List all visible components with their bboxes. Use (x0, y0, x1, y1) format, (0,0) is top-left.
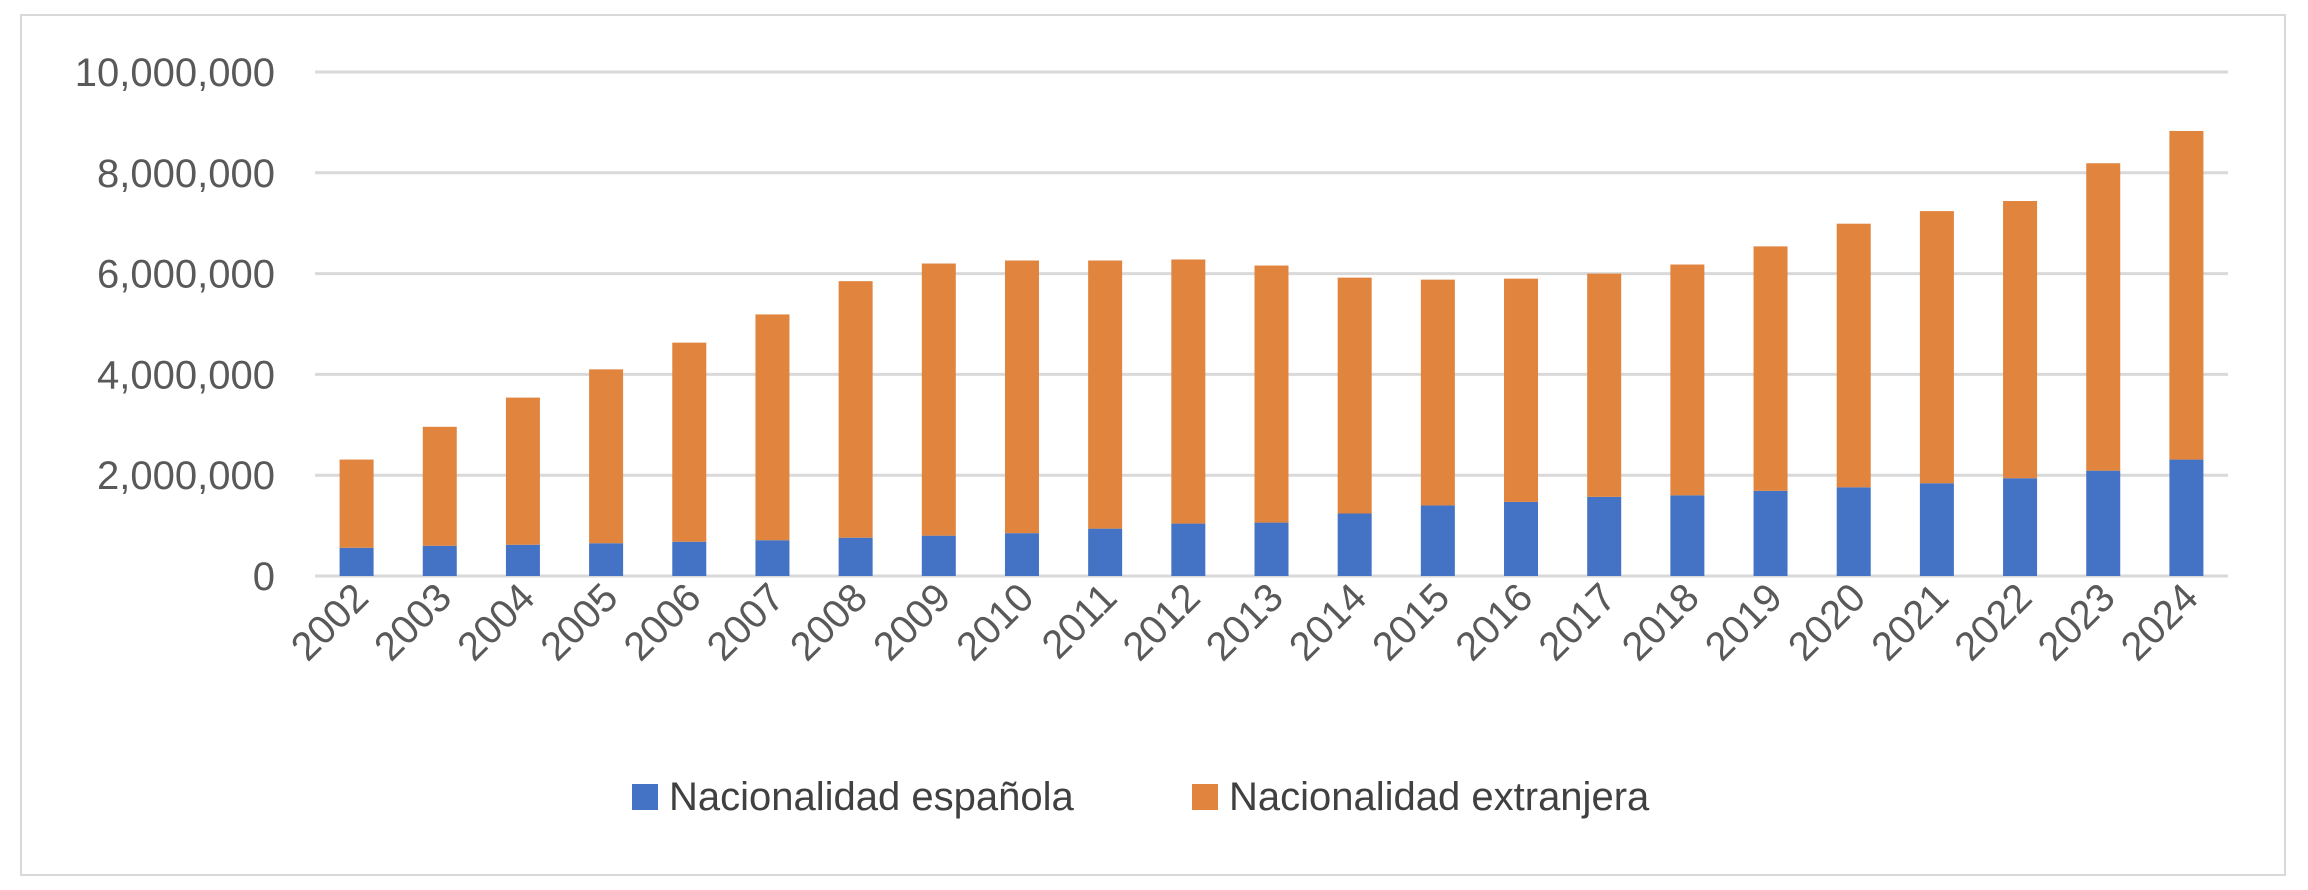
bar-extranjera-2003 (422, 426, 457, 546)
bar-espanola-2011 (1088, 528, 1123, 576)
bar-espanola-2007 (755, 540, 790, 576)
gridlines (315, 70, 2228, 578)
bar-espanola-2014 (1337, 513, 1372, 576)
bar-extranjera-2005 (589, 369, 624, 544)
bar-extranjera-2009 (921, 263, 956, 536)
bar-espanola-2010 (1004, 533, 1039, 576)
bar-extranjera-2017 (1587, 273, 1622, 497)
bar-extranjera-2024 (2169, 130, 2204, 460)
y-tick-label: 10,000,000 (75, 51, 275, 95)
bar-espanola-2017 (1587, 496, 1622, 576)
y-axis-ticks: 0 2,000,000 4,000,000 6,000,000 8,000,000 10,… (75, 51, 275, 599)
legend-label-espanola: Nacionalidad española (669, 775, 1075, 819)
bar-espanola-2015 (1420, 505, 1455, 576)
x-tick-label: 2021 (1863, 575, 1957, 669)
x-tick-label: 2020 (1780, 575, 1874, 669)
x-tick-label: 2015 (1364, 575, 1458, 669)
x-tick-label: 2003 (366, 575, 460, 669)
bar-extranjera-2011 (1088, 260, 1123, 529)
legend-label-extranjera: Nacionalidad extranjera (1229, 775, 1650, 819)
bar-espanola-2006 (672, 541, 707, 576)
x-tick-label: 2006 (616, 575, 710, 669)
bar-espanola-2016 (1504, 501, 1539, 576)
bar-extranjera-2010 (1004, 260, 1039, 534)
x-tick-label: 2008 (782, 575, 876, 669)
x-tick-label: 2017 (1531, 575, 1625, 669)
y-tick-label: 2,000,000 (97, 454, 275, 498)
x-tick-label: 2002 (283, 575, 377, 669)
bar-extranjera-2002 (339, 459, 374, 548)
bar-espanola-2002 (339, 547, 374, 576)
y-tick-label: 6,000,000 (97, 253, 275, 297)
legend-swatch-extranjera (1192, 784, 1218, 810)
bar-extranjera-2019 (1753, 246, 1788, 491)
x-tick-label: 2012 (1115, 575, 1209, 669)
bar-extranjera-2013 (1254, 265, 1289, 523)
x-tick-label: 2022 (1946, 575, 2040, 669)
x-tick-label: 2004 (449, 575, 543, 669)
legend: Nacionalidad española Nacionalidad extran… (632, 775, 1650, 819)
bar-espanola-2008 (838, 537, 873, 576)
bar-extranjera-2012 (1171, 259, 1206, 524)
x-tick-label: 2018 (1614, 575, 1708, 669)
bar-espanola-2003 (422, 545, 457, 576)
bar-extranjera-2020 (1836, 223, 1871, 488)
bar-extranjera-2021 (1919, 211, 1954, 484)
bar-espanola-2018 (1670, 495, 1705, 576)
bar-extranjera-2008 (838, 281, 873, 538)
y-tick-label: 0 (253, 555, 275, 599)
bar-extranjera-2023 (2086, 163, 2121, 471)
bar-espanola-2022 (2003, 478, 2038, 576)
x-tick-label: 2007 (699, 575, 793, 669)
bar-extranjera-2016 (1504, 278, 1539, 502)
x-tick-label: 2014 (1281, 575, 1375, 669)
y-tick-label: 4,000,000 (97, 353, 275, 397)
bar-extranjera-2006 (672, 342, 707, 542)
bar-extranjera-2018 (1670, 264, 1705, 496)
bar-espanola-2020 (1836, 487, 1871, 576)
bar-espanola-2004 (505, 544, 540, 576)
bar-extranjera-2007 (755, 314, 790, 541)
x-tick-label: 2010 (948, 575, 1042, 669)
bar-extranjera-2004 (505, 397, 540, 545)
bar-extranjera-2022 (2003, 201, 2038, 479)
x-axis-ticks: 2002200320042005200620072008200920102011… (283, 575, 2207, 669)
x-tick-label: 2013 (1198, 575, 1292, 669)
x-tick-label: 2005 (532, 575, 626, 669)
bar-espanola-2005 (589, 543, 624, 576)
bar-extranjera-2014 (1337, 277, 1372, 514)
bar-espanola-2012 (1171, 523, 1206, 576)
x-tick-label: 2023 (2030, 575, 2124, 669)
bar-espanola-2024 (2169, 459, 2204, 576)
chart-frame (20, 14, 2286, 876)
x-tick-label: 2011 (1034, 575, 1126, 667)
bar-espanola-2023 (2086, 470, 2121, 576)
legend-swatch-espanola (632, 784, 658, 810)
bar-espanola-2009 (921, 535, 956, 576)
x-tick-label: 2019 (1697, 575, 1791, 669)
x-tick-label: 2024 (2113, 575, 2207, 669)
x-tick-label: 2016 (1447, 575, 1541, 669)
bar-extranjera-2015 (1420, 279, 1455, 506)
bar-espanola-2013 (1254, 522, 1289, 576)
bars (339, 130, 2204, 576)
bar-espanola-2019 (1753, 490, 1788, 576)
y-tick-label: 8,000,000 (97, 152, 275, 196)
bar-espanola-2021 (1919, 483, 1954, 576)
x-tick-label: 2009 (865, 575, 959, 669)
